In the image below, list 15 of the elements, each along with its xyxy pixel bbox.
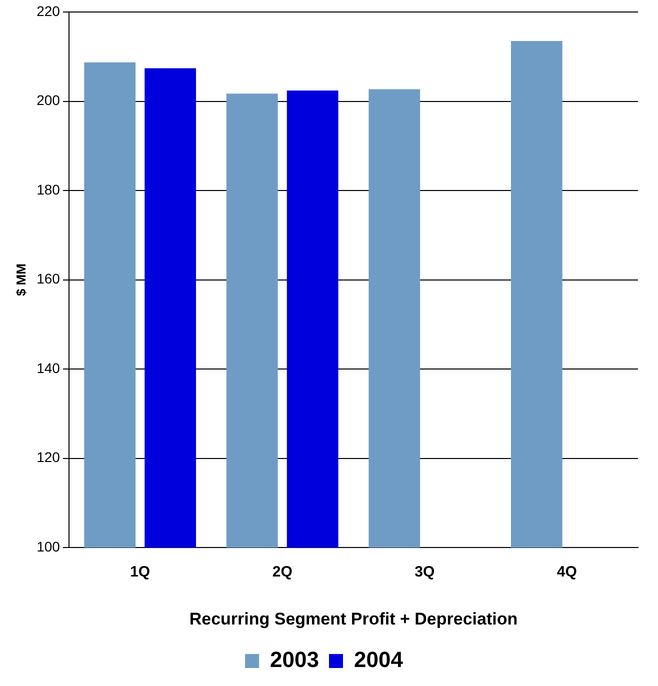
x-tick-label: 4Q bbox=[556, 564, 578, 581]
legend-label: 2004 bbox=[354, 647, 404, 672]
x-tick-label: 1Q bbox=[130, 564, 150, 581]
y-tick-label: 100 bbox=[36, 538, 60, 554]
y-axis-title: $ MM bbox=[13, 264, 28, 296]
y-tick-label: 160 bbox=[36, 270, 60, 287]
y-tick-label: 140 bbox=[36, 360, 60, 376]
y-tick-label: 220 bbox=[36, 2, 60, 19]
y-tick-label: 120 bbox=[36, 449, 60, 466]
legend-label: 2003 bbox=[270, 647, 320, 672]
x-axis-title: Recurring Segment Profit + Depreciation bbox=[189, 609, 518, 628]
y-tick-label: 180 bbox=[36, 181, 60, 198]
x-tick-label: 2Q bbox=[272, 564, 293, 581]
y-tick-label: 200 bbox=[36, 92, 60, 108]
x-tick-label: 3Q bbox=[414, 564, 435, 581]
